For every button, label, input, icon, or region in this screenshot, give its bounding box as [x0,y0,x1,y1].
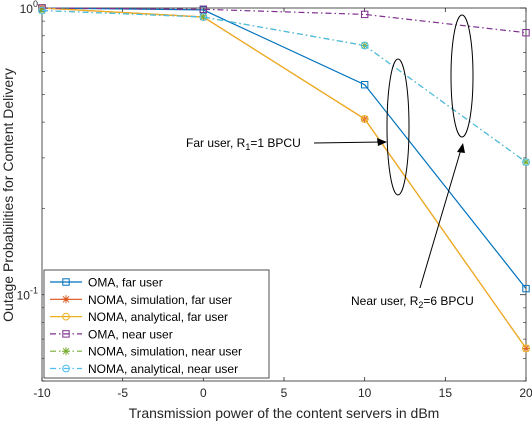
legend-entry: OMA, far user [50,276,163,290]
series-line [41,7,527,289]
legend-label: NOMA, analytical, near user [88,362,238,376]
legend-marker [62,278,70,286]
data-point [522,158,530,167]
legend-entry: NOMA, simulation, near user [50,345,242,359]
x-tick-label: 20 [519,386,532,400]
data-point [522,158,530,167]
legend-marker [62,295,70,304]
far-user-arrowhead [377,138,387,146]
legend-marker [62,312,70,321]
data-point [360,81,369,89]
near-user-ellipse [450,14,474,138]
y-tick-label: 100 [20,0,38,16]
legend-entry: NOMA, analytical, far user [50,310,228,324]
data-point [199,5,208,13]
far-user-ellipse [386,58,410,196]
far-user-arrow [313,141,386,144]
legend-label: NOMA, analytical, far user [88,310,228,324]
data-point [522,344,530,353]
x-tick-label: 15 [439,386,453,400]
x-tick-label: -5 [117,386,128,400]
legend-items: OMA, far user NOMA, simulation, far user N… [50,276,242,376]
legend-entry: NOMA, simulation, far user [50,293,232,307]
legend-entry: OMA, near user [50,327,173,341]
far-user-annotation: Far user, R1=1 BPCU [186,136,301,152]
series-6 [38,6,530,167]
x-axis-ticks: -10 -5 0 5 10 15 20 [33,8,532,400]
data-point [360,10,369,19]
y-axis-label: Outage Probabilities for Content Deliver… [0,68,16,322]
legend-label: OMA, far user [88,276,163,290]
x-tick-label: -10 [33,386,51,400]
data-point [360,41,369,50]
series-layer [38,4,530,353]
legend: OMA, far user NOMA, simulation, far user N… [43,269,270,379]
y-tick-label: 10-1 [17,286,38,303]
data-point [199,13,208,21]
x-tick-label: 0 [200,386,207,400]
series-line [41,7,527,349]
x-tick-label: 5 [281,386,288,400]
data-point [522,284,530,293]
near-user-annotation: Near user, R2=6 BPCU [351,294,474,310]
data-point [38,6,46,15]
near-user-arrowhead [457,143,465,153]
legend-label: NOMA, simulation, far user [88,293,232,307]
series-line [41,9,527,163]
legend-marker [62,364,70,373]
x-tick-label: 10 [358,386,372,400]
legend-label: NOMA, simulation, near user [88,345,242,359]
x-axis-label: Transmission power of the content server… [129,405,440,421]
legend-label: OMA, near user [88,327,173,341]
legend-box [43,269,270,379]
data-point [360,115,369,123]
data-point [522,344,530,353]
legend-marker [62,347,70,356]
legend-entry: NOMA, analytical, near user [50,362,238,376]
legend-marker [62,330,70,338]
near-user-arrow [419,145,463,289]
data-point [522,29,530,37]
